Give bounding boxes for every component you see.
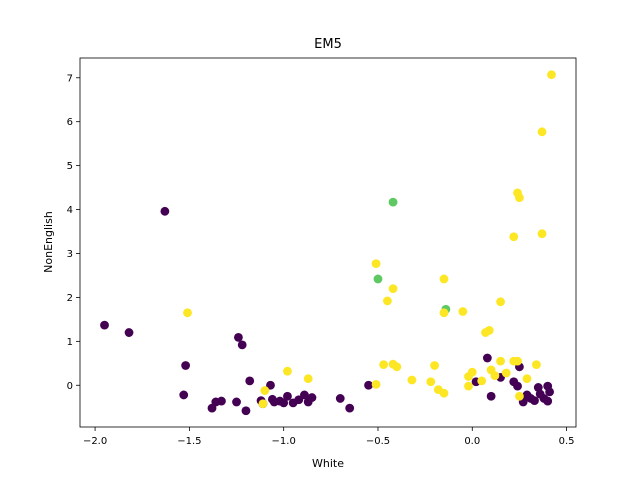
x-axis-ticks: −2.0 −1.5 −1.0 −0.5 0.0 0.5	[83, 427, 575, 447]
x-tick-label: −1.5	[177, 436, 201, 447]
y-axis-label: NonEnglish	[42, 211, 55, 273]
scatter-point-20	[283, 391, 292, 401]
y-tick-label: 2	[67, 293, 73, 304]
scatter-point-85	[515, 391, 524, 401]
scatter-point-70	[407, 375, 417, 385]
scatter-point-47	[373, 274, 383, 284]
scatter-point-60	[183, 308, 192, 318]
y-axis-ticks: 0 1 2 3 4 5 6 7	[67, 73, 80, 392]
scatter-point-40	[533, 383, 543, 392]
scatter-point-15	[266, 380, 275, 390]
scatter-point-12	[245, 376, 255, 386]
scatter-point-4	[179, 390, 189, 400]
scatter-point-71	[426, 377, 436, 387]
scatter-point-7	[217, 396, 226, 406]
scatter-point-80	[490, 371, 500, 380]
scatter-point-84	[513, 356, 522, 366]
scatter-point-68	[283, 366, 292, 376]
scatter-point-78	[477, 376, 487, 386]
scatter-point-57	[388, 284, 398, 294]
scatter-point-43	[543, 396, 553, 406]
y-tick-label: 0	[67, 381, 73, 392]
scatter-point-76	[464, 381, 473, 391]
scatter-point-39	[530, 396, 539, 406]
scatter-point-67	[392, 362, 402, 372]
scatter-point-0	[100, 320, 109, 330]
y-tick-label: 6	[67, 117, 73, 128]
scatter-point-49	[547, 70, 556, 80]
x-tick-label: −2.0	[83, 436, 107, 447]
scatter-point-77	[467, 367, 477, 377]
scatter-point-87	[532, 360, 541, 370]
scatter-point-31	[486, 391, 496, 401]
scatter-point-28	[364, 380, 373, 390]
plot-frame	[79, 57, 577, 428]
scatter-point-53	[537, 229, 547, 239]
scatter-point-82	[501, 368, 511, 378]
scatter-point-55	[371, 259, 381, 268]
scatter-point-62	[458, 307, 468, 316]
y-tick-label: 1	[67, 337, 73, 348]
scatter-point-19	[279, 398, 289, 408]
scatter-point-46	[388, 197, 398, 207]
y-tick-label: 4	[67, 205, 73, 216]
scatter-point-56	[439, 274, 449, 284]
scatter-point-59	[496, 297, 505, 307]
scatter-point-25	[307, 393, 317, 402]
scatter-point-86	[522, 374, 532, 384]
scatter-point-89	[260, 386, 270, 395]
scatter-point-26	[335, 394, 345, 403]
scatter-point-1	[124, 328, 134, 337]
scatter-point-2	[160, 206, 170, 216]
scatter-point-30	[482, 353, 492, 363]
x-tick-label: 0.5	[559, 436, 575, 447]
scatter-point-81	[496, 356, 505, 366]
scatter-point-50	[537, 127, 547, 137]
scatter-point-64	[484, 325, 494, 335]
scatter-point-27	[345, 403, 355, 413]
scatter-point-23	[300, 390, 309, 400]
y-tick-label: 3	[67, 249, 73, 260]
scatter-point-58	[383, 296, 392, 306]
x-axis-label: White	[312, 457, 344, 470]
scatter-point-9	[234, 332, 243, 342]
y-tick-label: 7	[67, 73, 73, 84]
scatter-point-10	[237, 340, 247, 350]
scatter-point-52	[515, 193, 524, 203]
x-tick-label: −1.0	[272, 436, 296, 447]
scatter-point-69	[303, 374, 313, 384]
scatter-point-74	[439, 388, 449, 398]
scatter-point-61	[439, 308, 449, 318]
x-tick-label: −0.5	[366, 436, 390, 447]
scatter-point-3	[181, 361, 191, 370]
scatter-point-11	[241, 406, 251, 416]
y-tick-label: 5	[67, 161, 73, 172]
scatter-point-34	[513, 381, 522, 391]
scatter-points	[100, 70, 556, 416]
scatter-point-8	[232, 397, 241, 407]
scatter-point-90	[371, 379, 381, 389]
scatter-point-72	[430, 361, 439, 370]
scatter-point-54	[509, 232, 519, 242]
scatter-point-65	[379, 360, 389, 370]
scatter-point-45	[545, 387, 554, 397]
chart-title: EM5	[314, 37, 342, 52]
x-tick-label: 0.0	[464, 436, 480, 447]
scatter-point-88	[258, 399, 268, 409]
